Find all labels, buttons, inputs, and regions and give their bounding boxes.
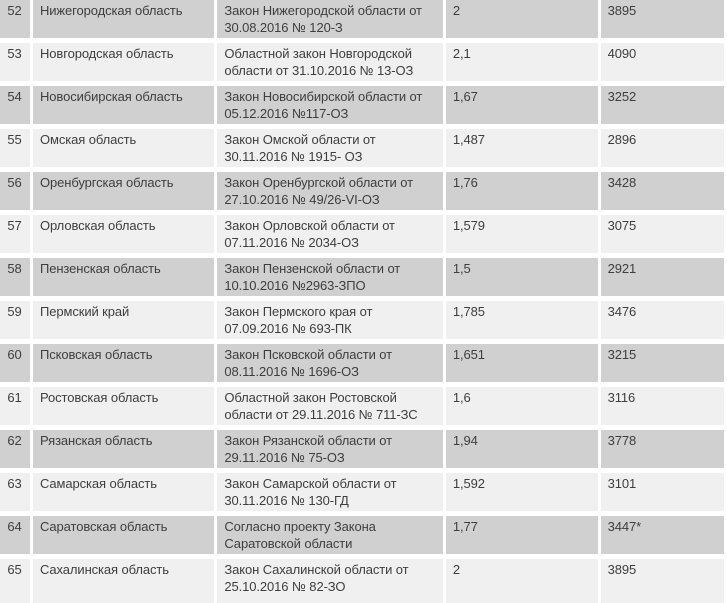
cell-row-number: 57 <box>0 215 30 253</box>
cell-coefficient: 1,579 <box>445 215 598 253</box>
table-row: 57 Орловская область Закон Орловской обл… <box>0 215 724 253</box>
cell-amount: 3476 <box>600 301 724 339</box>
cell-row-number: 64 <box>0 516 30 554</box>
cell-amount: 2896 <box>600 129 724 167</box>
cell-region-name: Рязанская область <box>32 430 215 468</box>
cell-region-name: Новгородская область <box>32 43 215 81</box>
cell-coefficient: 1,6 <box>445 387 598 425</box>
cell-region-name: Новосибирская область <box>32 86 215 124</box>
cell-region-name: Ростовская область <box>32 387 215 425</box>
cell-amount: 3215 <box>600 344 724 382</box>
cell-region-name: Омская область <box>32 129 215 167</box>
cell-row-number: 53 <box>0 43 30 81</box>
cell-row-number: 55 <box>0 129 30 167</box>
cell-law-reference: Согласно проекту Закона Саратовской обла… <box>217 516 443 554</box>
cell-row-number: 60 <box>0 344 30 382</box>
cell-region-name: Псковская область <box>32 344 215 382</box>
table-row: 56 Оренбургская область Закон Оренбургск… <box>0 172 724 210</box>
cell-region-name: Сахалинская область <box>32 559 215 603</box>
cell-amount: 3252 <box>600 86 724 124</box>
cell-region-name: Пермский край <box>32 301 215 339</box>
cell-amount: 3075 <box>600 215 724 253</box>
cell-coefficient: 1,785 <box>445 301 598 339</box>
cell-coefficient: 2,1 <box>445 43 598 81</box>
cell-law-reference: Областной закон Ростовской области от 29… <box>217 387 443 425</box>
cell-row-number: 63 <box>0 473 30 511</box>
cell-row-number: 54 <box>0 86 30 124</box>
cell-amount: 3428 <box>600 172 724 210</box>
table-row: 54 Новосибирская область Закон Новосибир… <box>0 86 724 124</box>
cell-coefficient: 2 <box>445 0 598 38</box>
cell-law-reference: Закон Пензенской области от 10.10.2016 №… <box>217 258 443 296</box>
table-row: 59 Пермский край Закон Пермского края от… <box>0 301 724 339</box>
cell-amount: 3101 <box>600 473 724 511</box>
cell-row-number: 61 <box>0 387 30 425</box>
cell-row-number: 59 <box>0 301 30 339</box>
cell-law-reference: Закон Сахалинской области от 25.10.2016 … <box>217 559 443 603</box>
cell-coefficient: 2 <box>445 559 598 603</box>
cell-coefficient: 1,94 <box>445 430 598 468</box>
cell-region-name: Орловская область <box>32 215 215 253</box>
cell-law-reference: Закон Рязанской области от 29.11.2016 № … <box>217 430 443 468</box>
cell-row-number: 62 <box>0 430 30 468</box>
cell-amount: 3895 <box>600 559 724 603</box>
table-row: 65 Сахалинская область Закон Сахалинской… <box>0 559 724 603</box>
cell-law-reference: Закон Псковской области от 08.11.2016 № … <box>217 344 443 382</box>
cell-law-reference: Закон Оренбургской области от 27.10.2016… <box>217 172 443 210</box>
cell-coefficient: 1,651 <box>445 344 598 382</box>
table-row: 60 Псковская область Закон Псковской обл… <box>0 344 724 382</box>
table-row: 53 Новгородская область Областной закон … <box>0 43 724 81</box>
cell-amount: 4090 <box>600 43 724 81</box>
cell-row-number: 52 <box>0 0 30 38</box>
cell-coefficient: 1,67 <box>445 86 598 124</box>
table-row: 61 Ростовская область Областной закон Ро… <box>0 387 724 425</box>
cell-region-name: Пензенская область <box>32 258 215 296</box>
cell-row-number: 65 <box>0 559 30 603</box>
cell-law-reference: Закон Омской области от 30.11.2016 № 191… <box>217 129 443 167</box>
cell-region-name: Нижегородская область <box>32 0 215 38</box>
cell-coefficient: 1,5 <box>445 258 598 296</box>
table-row: 64 Саратовская область Согласно проекту … <box>0 516 724 554</box>
cell-row-number: 58 <box>0 258 30 296</box>
cell-region-name: Самарская область <box>32 473 215 511</box>
table-row: 62 Рязанская область Закон Рязанской обл… <box>0 430 724 468</box>
cell-coefficient: 1,487 <box>445 129 598 167</box>
cell-amount: 3116 <box>600 387 724 425</box>
cell-amount: 3895 <box>600 0 724 38</box>
cell-region-name: Оренбургская область <box>32 172 215 210</box>
cell-law-reference: Закон Самарской области от 30.11.2016 № … <box>217 473 443 511</box>
cell-coefficient: 1,77 <box>445 516 598 554</box>
cell-row-number: 56 <box>0 172 30 210</box>
table-row: 55 Омская область Закон Омской области о… <box>0 129 724 167</box>
cell-region-name: Саратовская область <box>32 516 215 554</box>
cell-law-reference: Областной закон Новгородской области от … <box>217 43 443 81</box>
cell-coefficient: 1,592 <box>445 473 598 511</box>
cell-law-reference: Закон Орловской области от 07.11.2016 № … <box>217 215 443 253</box>
table-row: 52 Нижегородская область Закон Нижегород… <box>0 0 724 38</box>
cell-coefficient: 1,76 <box>445 172 598 210</box>
cell-law-reference: Закон Пермского края от 07.09.2016 № 693… <box>217 301 443 339</box>
cell-law-reference: Закон Новосибирской области от 05.12.201… <box>217 86 443 124</box>
cell-amount: 3447* <box>600 516 724 554</box>
cell-law-reference: Закон Нижегородской области от 30.08.201… <box>217 0 443 38</box>
cell-amount: 3778 <box>600 430 724 468</box>
cell-amount: 2921 <box>600 258 724 296</box>
table-row: 58 Пензенская область Закон Пензенской о… <box>0 258 724 296</box>
table-row: 63 Самарская область Закон Самарской обл… <box>0 473 724 511</box>
